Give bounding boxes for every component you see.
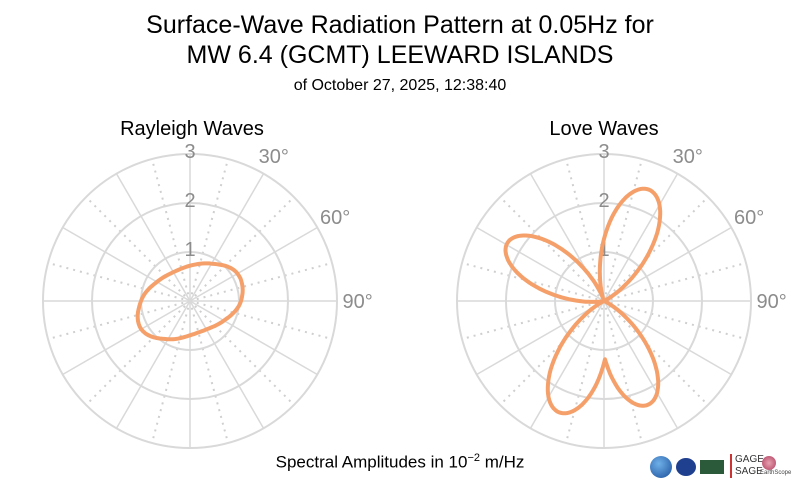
radial-tick-label: 2: [184, 190, 195, 212]
earthscope-logo-icon: [762, 456, 776, 470]
footer-prefix: Spectral Amplitudes in: [275, 452, 449, 472]
radial-gridline-minor: [189, 300, 333, 341]
sage-text: SAGE: [735, 466, 763, 477]
radial-gridline-minor: [499, 196, 605, 302]
radial-gridline: [62, 300, 191, 376]
radial-tick-label: 2: [598, 190, 609, 212]
angle-tick-label: 60°: [320, 207, 350, 229]
radial-tick-label: 3: [184, 141, 195, 163]
radial-gridline-minor: [189, 300, 295, 406]
love-panel-title: Love Waves: [549, 118, 659, 140]
radial-gridline-minor: [47, 261, 191, 302]
radial-gridline: [189, 226, 318, 302]
usgs-logo-icon: [700, 460, 724, 474]
radial-gridline-minor: [85, 196, 191, 302]
nasa-logo-icon: [676, 458, 696, 476]
radial-gridline: [189, 173, 265, 302]
rayleigh-panel-title: Rayleigh Waves: [120, 118, 264, 140]
radial-gridline: [603, 226, 732, 302]
radial-gridline: [115, 300, 191, 429]
ring-gridline: [456, 153, 752, 449]
footer-unit: m/Hz: [480, 452, 525, 472]
chart-title-line2: MW 6.4 (GCMT) LEEWARD ISLANDS: [186, 41, 614, 69]
footer-base: 10: [448, 452, 468, 472]
ring-gridline: [42, 153, 338, 449]
gage-sage-logo: GAGE SAGE: [730, 454, 764, 478]
rayleigh-amplitude-curve: [135, 261, 245, 342]
radial-tick-label: 1: [184, 239, 195, 261]
radial-gridline-minor: [461, 300, 605, 341]
radial-gridline-minor: [150, 300, 191, 444]
radial-gridline-minor: [564, 300, 605, 444]
angle-tick-label: 30°: [673, 146, 703, 168]
radial-gridline-minor: [499, 300, 605, 406]
radial-tick-label: 1: [598, 239, 609, 261]
love-polar-plot: 1 2 3 30° 60° 90°: [456, 141, 787, 449]
ring-gridline: [554, 251, 654, 351]
earthscope-text: EarthScope: [760, 470, 792, 476]
angle-tick-label: 60°: [734, 207, 764, 229]
radial-tick-label: 3: [598, 141, 609, 163]
rayleigh-polar-plot: 1 2 3 30° 60° 90°: [42, 141, 373, 449]
angle-tick-label: 90°: [756, 291, 786, 313]
radial-gridline-minor: [47, 300, 191, 341]
footer-exponent: −2: [467, 452, 480, 464]
radial-gridline: [603, 173, 679, 302]
radial-gridline-minor: [603, 261, 747, 302]
radial-gridline-minor: [189, 261, 333, 302]
ring-gridline: [505, 202, 703, 400]
radial-gridline-minor: [603, 158, 644, 302]
radial-gridline: [62, 226, 191, 302]
radial-gridline-minor: [603, 300, 747, 341]
radial-gridline: [189, 300, 265, 429]
radial-gridline: [476, 300, 605, 376]
nsf-logo-icon: [650, 456, 672, 478]
radial-gridline-minor: [603, 196, 709, 302]
sponsor-logos: GAGE SAGE EarthScope: [648, 452, 798, 488]
chart-subtitle: of October 27, 2025, 12:38:40: [293, 77, 507, 94]
radial-gridline: [476, 226, 605, 302]
radial-gridline: [529, 300, 605, 429]
footer-units: Spectral Amplitudes in 10−2 m/Hz: [0, 452, 800, 473]
gage-text: GAGE: [735, 454, 764, 465]
radial-gridline-minor: [189, 158, 230, 302]
love-amplitude-curve: [503, 186, 663, 416]
radial-gridline: [115, 173, 191, 302]
radial-gridline: [603, 300, 732, 376]
ring-gridline: [91, 202, 289, 400]
earthscope-logo: EarthScope: [760, 456, 800, 482]
chart-title-line1: Surface-Wave Radiation Pattern at 0.05Hz…: [146, 11, 654, 39]
angle-tick-label: 90°: [342, 291, 372, 313]
radial-gridline: [603, 300, 679, 429]
angle-tick-label: 30°: [259, 146, 289, 168]
radial-gridline: [189, 300, 318, 376]
